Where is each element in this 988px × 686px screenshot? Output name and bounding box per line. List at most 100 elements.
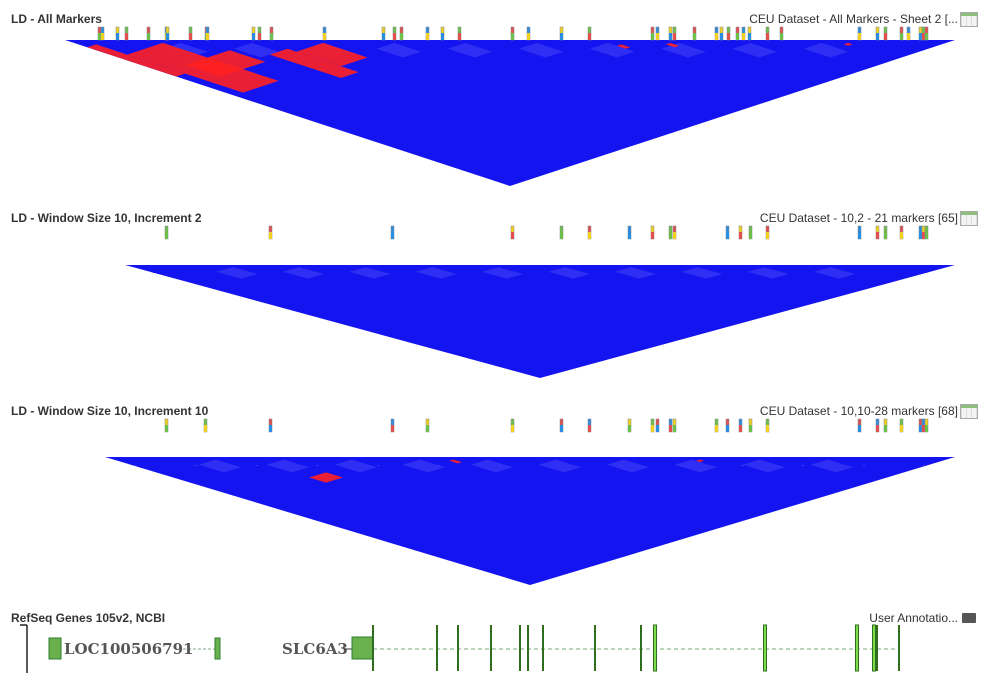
gene-exon[interactable] — [214, 637, 221, 660]
ld-cell — [857, 49, 862, 51]
ld-heatmap — [105, 457, 955, 585]
marker-tick — [715, 425, 718, 432]
marker-tick — [147, 33, 150, 40]
marker-tick — [922, 232, 925, 239]
marker-tick — [749, 425, 752, 432]
marker-tick — [922, 425, 925, 432]
gene-track-title: RefSeq Genes 105v2, NCBI — [11, 611, 166, 625]
marker-tick — [925, 232, 928, 239]
marker-tick — [204, 425, 207, 432]
ld-cell — [152, 271, 157, 274]
marker-tick — [780, 33, 783, 40]
user-annotations-label[interactable]: User Annotatio... — [869, 611, 958, 625]
marker-tick — [101, 33, 104, 40]
marker-tick — [739, 425, 742, 432]
ld-cell — [349, 267, 391, 279]
marker-tick — [726, 232, 729, 239]
marker-tick — [166, 33, 169, 40]
dataset-label[interactable]: CEU Dataset - All Markers - Sheet 2 [... — [749, 12, 958, 26]
marker-tick — [669, 232, 672, 239]
marker-tick — [206, 33, 209, 40]
marker-tick — [560, 425, 563, 432]
panel-title: LD - Window Size 10, Increment 2 — [11, 211, 202, 225]
marker-tick — [669, 33, 672, 40]
marker-tick — [736, 33, 739, 40]
marker-tick — [588, 232, 591, 239]
panel-title: LD - Window Size 10, Increment 10 — [11, 404, 209, 418]
marker-tick — [270, 33, 273, 40]
marker-tick — [919, 232, 922, 239]
table-icon[interactable] — [960, 12, 978, 27]
marker-tick — [876, 232, 879, 239]
marker-tick — [98, 33, 101, 40]
gene-exon[interactable] — [48, 637, 62, 660]
marker-tick — [766, 232, 769, 239]
ld-cell-high — [87, 44, 186, 77]
gene-exon — [763, 624, 767, 672]
marker-tick — [560, 33, 563, 40]
marker-tick — [651, 33, 654, 40]
marker-tick — [720, 33, 723, 40]
marker-tick — [252, 33, 255, 40]
ld-cell — [922, 464, 927, 467]
marker-tick — [884, 232, 887, 239]
marker-tick — [900, 232, 903, 239]
gene-exon — [872, 624, 876, 672]
dataset-label[interactable]: CEU Dataset - 10,10-28 markers [68] — [759, 404, 958, 418]
ld-cell — [801, 464, 806, 467]
ld-cell-high — [665, 42, 680, 48]
ld-cell — [389, 271, 394, 274]
ld-cell — [614, 267, 657, 279]
marker-tick — [669, 425, 672, 432]
ld-cell — [590, 42, 635, 58]
marker-tick — [715, 33, 718, 40]
ld-cell — [681, 267, 723, 279]
ld-cell — [861, 464, 867, 467]
ld-cell — [813, 267, 856, 279]
ld-cell — [747, 267, 789, 279]
gene-label-loc100506791[interactable]: LOC100506791 — [64, 640, 194, 658]
gene-track: LOC100506791 SLC6A3 — [20, 624, 900, 673]
ld-cell — [254, 464, 259, 467]
marker-tick — [323, 33, 326, 40]
gene-exon[interactable] — [351, 636, 374, 660]
ld-cell — [921, 49, 926, 51]
marker-tick — [919, 33, 922, 40]
ld-cell-high — [296, 42, 368, 67]
folder-icon[interactable] — [962, 613, 976, 623]
ld-heatmap — [65, 40, 955, 186]
marker-tick — [884, 425, 887, 432]
table-icon[interactable] — [960, 404, 978, 419]
marker-tick — [925, 33, 928, 40]
marker-tick — [189, 33, 192, 40]
marker-tick — [922, 33, 925, 40]
marker-tick — [673, 33, 676, 40]
ld-cell — [810, 459, 853, 473]
ld-cell — [745, 271, 750, 274]
marker-tick — [527, 33, 530, 40]
ld-heatmap — [125, 265, 955, 378]
ld-cell — [376, 464, 381, 467]
marker-tick — [125, 33, 128, 40]
ld-cell — [234, 42, 279, 58]
marker-tick — [925, 425, 928, 432]
table-icon[interactable] — [960, 211, 978, 226]
ld-cell-high — [449, 459, 462, 464]
marker-tick — [165, 425, 168, 432]
ld-cell — [538, 459, 581, 473]
marker-tick — [391, 425, 394, 432]
marker-tick — [656, 33, 659, 40]
ld-cell-high — [616, 44, 631, 49]
ld-cell — [470, 459, 513, 473]
ld-cell-high — [843, 42, 853, 46]
dataset-label[interactable]: CEU Dataset - 10,2 - 21 markers [65] — [759, 211, 958, 225]
gene-exon — [653, 624, 657, 672]
ld-cell — [447, 42, 493, 58]
ld-cell — [221, 49, 227, 51]
ld-cell — [793, 49, 799, 51]
marker-tick — [749, 232, 752, 239]
marker-tick — [588, 425, 591, 432]
ld-cell — [803, 42, 849, 58]
gene-label-slc6a3[interactable]: SLC6A3 — [282, 640, 348, 658]
